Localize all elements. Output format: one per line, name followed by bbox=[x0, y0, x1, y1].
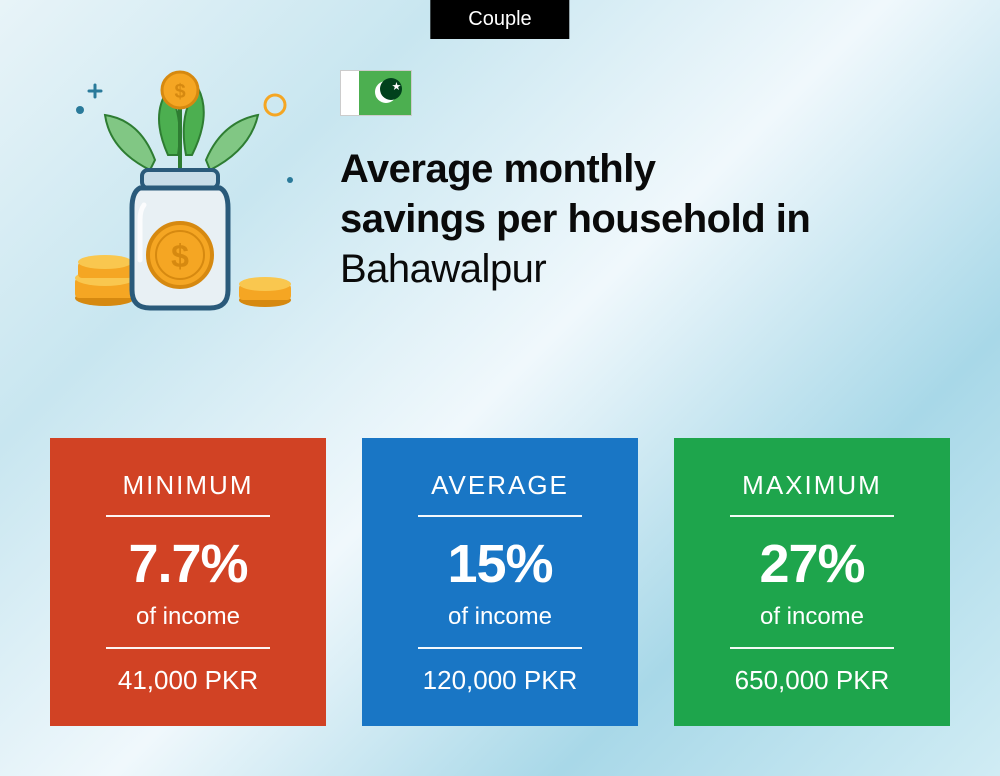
card-divider bbox=[106, 647, 270, 649]
stat-card-minimum: MINIMUM 7.7% of income 41,000 PKR bbox=[50, 438, 326, 726]
stat-card-average: AVERAGE 15% of income 120,000 PKR bbox=[362, 438, 638, 726]
card-divider bbox=[730, 647, 894, 649]
card-amount: 650,000 PKR bbox=[698, 665, 926, 696]
card-divider bbox=[418, 647, 582, 649]
stat-cards-row: MINIMUM 7.7% of income 41,000 PKR AVERAG… bbox=[50, 438, 950, 726]
stat-card-maximum: MAXIMUM 27% of income 650,000 PKR bbox=[674, 438, 950, 726]
header-section: $ $ ★ Average monthly savings per househ… bbox=[50, 60, 950, 320]
card-divider bbox=[418, 515, 582, 517]
card-label: MAXIMUM bbox=[698, 470, 926, 501]
card-sub: of income bbox=[74, 603, 302, 631]
category-tab: Couple bbox=[430, 0, 569, 39]
card-divider bbox=[106, 515, 270, 517]
card-divider bbox=[730, 515, 894, 517]
title-city: Bahawalpur bbox=[340, 247, 546, 291]
card-sub: of income bbox=[698, 603, 926, 631]
svg-text:$: $ bbox=[171, 238, 189, 274]
pakistan-flag-icon: ★ bbox=[340, 70, 412, 116]
card-amount: 41,000 PKR bbox=[74, 665, 302, 696]
card-label: AVERAGE bbox=[386, 470, 614, 501]
svg-text:$: $ bbox=[174, 81, 185, 103]
card-amount: 120,000 PKR bbox=[386, 665, 614, 696]
savings-jar-illustration: $ $ bbox=[50, 60, 310, 320]
card-percent: 15% bbox=[386, 533, 614, 595]
title-area: ★ Average monthly savings per household … bbox=[340, 60, 950, 294]
title-line1: Average monthly bbox=[340, 147, 656, 191]
infographic-title: Average monthly savings per household in… bbox=[340, 144, 950, 294]
card-percent: 27% bbox=[698, 533, 926, 595]
card-label: MINIMUM bbox=[74, 470, 302, 501]
card-percent: 7.7% bbox=[74, 533, 302, 595]
title-line2: savings per household in bbox=[340, 197, 810, 241]
card-sub: of income bbox=[386, 603, 614, 631]
